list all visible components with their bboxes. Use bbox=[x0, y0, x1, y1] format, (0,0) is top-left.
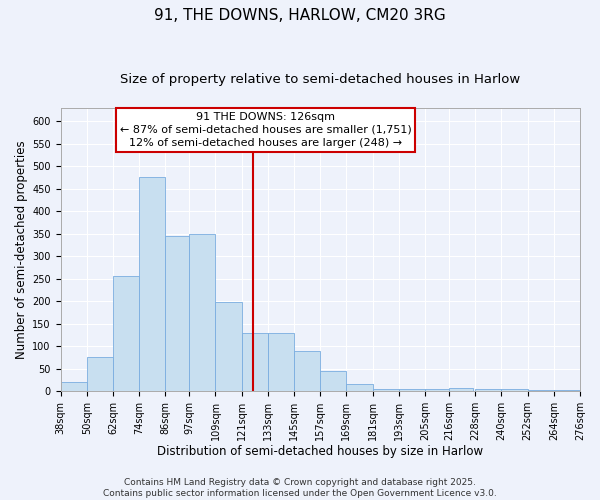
Bar bbox=[399, 389, 425, 391]
Bar bbox=[527, 390, 554, 391]
Bar bbox=[554, 390, 580, 391]
Bar bbox=[320, 371, 346, 391]
Bar bbox=[165, 236, 189, 391]
Bar bbox=[475, 389, 502, 391]
Bar bbox=[373, 389, 399, 391]
Bar bbox=[189, 234, 215, 391]
Y-axis label: Number of semi-detached properties: Number of semi-detached properties bbox=[15, 140, 28, 358]
Text: Contains HM Land Registry data © Crown copyright and database right 2025.
Contai: Contains HM Land Registry data © Crown c… bbox=[103, 478, 497, 498]
Bar bbox=[449, 388, 473, 391]
Bar bbox=[215, 302, 242, 391]
Text: 91, THE DOWNS, HARLOW, CM20 3RG: 91, THE DOWNS, HARLOW, CM20 3RG bbox=[154, 8, 446, 22]
Bar bbox=[346, 384, 373, 391]
Bar bbox=[425, 389, 451, 391]
Bar bbox=[502, 389, 527, 391]
Bar bbox=[268, 334, 294, 391]
Bar bbox=[113, 276, 139, 391]
Bar bbox=[139, 178, 165, 391]
Bar bbox=[87, 358, 113, 391]
X-axis label: Distribution of semi-detached houses by size in Harlow: Distribution of semi-detached houses by … bbox=[157, 444, 484, 458]
Text: 91 THE DOWNS: 126sqm
← 87% of semi-detached houses are smaller (1,751)
12% of se: 91 THE DOWNS: 126sqm ← 87% of semi-detac… bbox=[120, 112, 412, 148]
Bar bbox=[294, 350, 320, 391]
Bar bbox=[61, 382, 87, 391]
Bar bbox=[242, 334, 268, 391]
Title: Size of property relative to semi-detached houses in Harlow: Size of property relative to semi-detach… bbox=[120, 72, 520, 86]
